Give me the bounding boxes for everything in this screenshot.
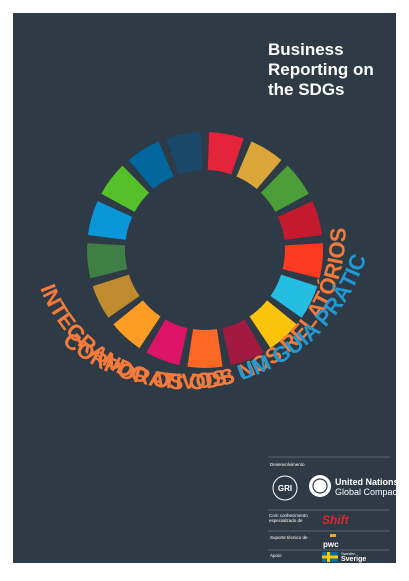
credit-label: Apoio <box>270 553 282 558</box>
logo-text: pwc <box>323 540 339 549</box>
cover-panel <box>13 13 396 563</box>
wheel-segment <box>277 201 323 240</box>
sdg-wheel <box>87 132 323 368</box>
wheel-segment <box>113 300 161 349</box>
wheel-segment <box>146 319 188 366</box>
un-globe <box>312 478 328 494</box>
logo-text: Global Compact <box>335 487 400 497</box>
logo-text: GRI <box>278 484 292 493</box>
wheel-segment <box>270 274 318 318</box>
credit-label: Desenvolvimento <box>270 462 305 467</box>
credits: Desenvolvimento GRI United Nations Globa… <box>268 456 400 563</box>
wheel-segment <box>166 132 203 175</box>
wheel-segment <box>236 141 282 190</box>
logo-text: Shift <box>322 513 350 527</box>
title-line: Reporting on <box>268 60 374 79</box>
title-line: Business <box>268 40 344 59</box>
logo-text: Sverige <box>341 556 366 563</box>
wheel-segment <box>87 243 128 279</box>
credit-label: Suporte técnico de <box>270 535 308 540</box>
un-logo <box>309 475 331 497</box>
pwc-mark <box>330 534 336 537</box>
wheel-segment <box>249 300 297 349</box>
wheel-segment <box>222 319 264 366</box>
wheel-segment <box>101 165 150 212</box>
wheel-segment <box>87 201 133 240</box>
wheel-segment <box>128 141 174 190</box>
title: Business Reporting on the SDGs <box>268 40 374 99</box>
flag-cross <box>322 555 338 559</box>
credit-label: Com conhecimento especializado de <box>269 513 308 523</box>
logo-text: United Nations <box>335 477 399 487</box>
wheel-segment <box>260 165 309 212</box>
wheel-segment <box>207 132 244 175</box>
logo-text: Sweden <box>341 551 355 556</box>
title-line: the SDGs <box>268 80 345 99</box>
wheel-segment <box>92 274 140 318</box>
wheel-segment <box>282 243 323 279</box>
wheel-segment <box>187 329 223 368</box>
credit-label-box: Com conhecimento especializado de <box>269 513 308 523</box>
gri-logo <box>272 475 298 501</box>
